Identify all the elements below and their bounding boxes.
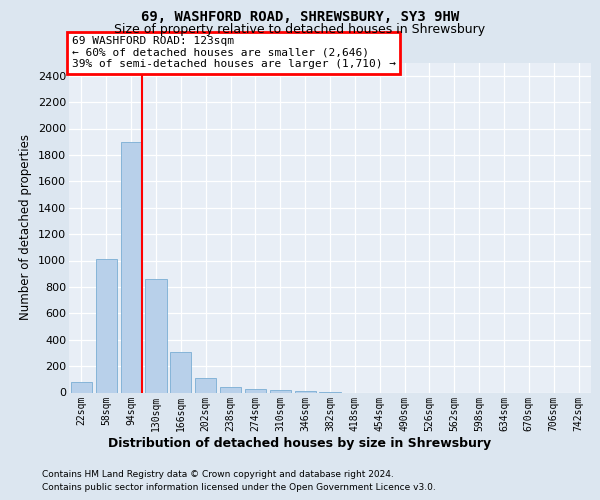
Bar — [195, 378, 216, 392]
Text: Distribution of detached houses by size in Shrewsbury: Distribution of detached houses by size … — [109, 438, 491, 450]
Text: 69, WASHFORD ROAD, SHREWSBURY, SY3 9HW: 69, WASHFORD ROAD, SHREWSBURY, SY3 9HW — [141, 10, 459, 24]
Text: 69 WASHFORD ROAD: 123sqm
← 60% of detached houses are smaller (2,646)
39% of sem: 69 WASHFORD ROAD: 123sqm ← 60% of detach… — [71, 36, 395, 70]
Bar — [121, 142, 142, 392]
Y-axis label: Number of detached properties: Number of detached properties — [19, 134, 32, 320]
Text: Size of property relative to detached houses in Shrewsbury: Size of property relative to detached ho… — [115, 22, 485, 36]
Text: Contains public sector information licensed under the Open Government Licence v3: Contains public sector information licen… — [42, 484, 436, 492]
Bar — [270, 390, 291, 392]
Bar — [170, 352, 191, 393]
Bar — [145, 279, 167, 392]
Bar — [71, 382, 92, 392]
Bar — [220, 386, 241, 392]
Bar — [96, 259, 117, 392]
Bar — [245, 388, 266, 392]
Bar — [295, 391, 316, 392]
Text: Contains HM Land Registry data © Crown copyright and database right 2024.: Contains HM Land Registry data © Crown c… — [42, 470, 394, 479]
